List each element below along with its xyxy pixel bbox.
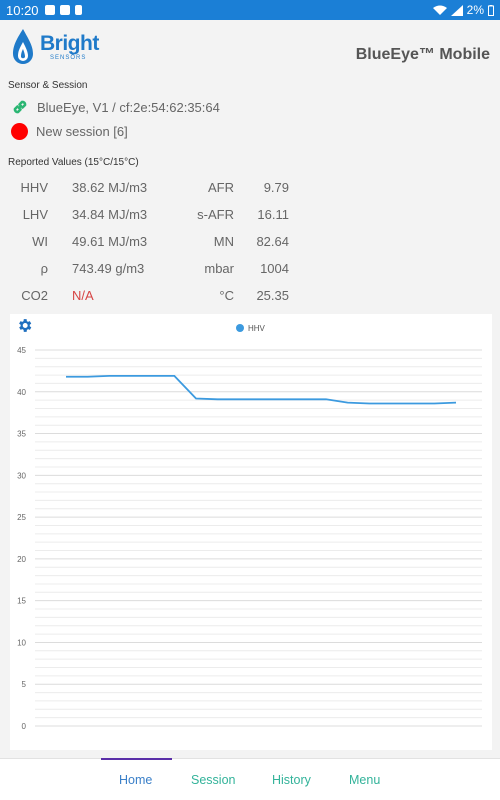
nav-menu[interactable]: Menu [349, 773, 381, 787]
hhv-chart: 0 5 10 15 20 25 30 35 40 45 HHV [10, 314, 492, 750]
status-bar: 10:20 2% [0, 0, 500, 20]
legend-marker [236, 324, 244, 332]
y-tick-label: 20 [17, 555, 26, 564]
app-title: BlueEye™ Mobile [355, 46, 490, 63]
y-tick-label: 35 [17, 430, 26, 439]
value-text: 38.62 MJ/m3 [72, 180, 148, 195]
notification-icon [44, 5, 55, 15]
record-dot-icon [11, 123, 28, 140]
y-tick-label: 40 [17, 388, 26, 397]
y-tick-label: 5 [22, 680, 27, 689]
value-label: s-AFR [197, 207, 234, 222]
value-text: 34.84 MJ/m3 [72, 207, 148, 222]
nav-home[interactable]: Home [119, 773, 153, 787]
y-tick-label: 25 [17, 513, 26, 522]
reported-values-title: Reported Values (15°C/15°C) [8, 157, 139, 168]
legend-label: HHV [248, 324, 266, 333]
y-tick-label: 10 [17, 638, 26, 647]
signal-icon [450, 4, 463, 16]
value-row: LHV 34.84 MJ/m3 s-AFR 16.11 [0, 201, 500, 228]
value-row: WI 49.61 MJ/m3 MN 82.64 [0, 228, 500, 255]
status-time: 10:20 [6, 2, 39, 18]
session-row[interactable]: New session [6] [11, 123, 128, 140]
value-text: 82.64 [256, 234, 289, 249]
wifi-icon [432, 5, 447, 15]
value-text: 9.79 [263, 180, 289, 195]
value-label: LHV [22, 207, 48, 222]
value-text: N/A [72, 288, 94, 303]
value-row: HHV 38.62 MJ/m3 AFR 9.79 [0, 174, 500, 201]
series-line-hhv [66, 375, 457, 405]
flame-drop-icon [13, 29, 33, 64]
nav-history[interactable]: History [272, 773, 311, 787]
y-tick-label: 30 [17, 471, 26, 480]
value-label: CO2 [21, 288, 48, 303]
sensor-label: BlueEye, V1 / cf:2e:54:62:35:64 [37, 99, 220, 115]
value-label: WI [32, 234, 48, 249]
value-label: °C [219, 288, 234, 303]
app-header: Bright SENSORS BlueEye™ Mobile [0, 20, 500, 78]
link-icon [13, 100, 27, 114]
logo-name: Bright [40, 32, 99, 55]
value-label: AFR [208, 180, 234, 195]
calendar-icon [59, 5, 70, 15]
person-icon [74, 5, 82, 15]
y-tick-label: 0 [22, 722, 27, 731]
value-label: mbar [204, 261, 234, 276]
y-tick-label: 45 [17, 346, 26, 355]
bright-sensors-logo: Bright SENSORS [12, 28, 99, 66]
chart-plot: 0 5 10 15 20 25 30 35 40 45 HHV [17, 324, 482, 731]
app-screen: Bright SENSORS BlueEye™ Mobile Sensor & … [0, 20, 500, 758]
logo-sub: SENSORS [50, 55, 87, 61]
bottom-nav: Home Session History Menu [0, 758, 500, 800]
value-text: 16.11 [257, 207, 289, 222]
y-tick-label: 15 [17, 597, 26, 606]
value-label: HHV [20, 180, 48, 195]
gear-icon[interactable] [16, 317, 33, 334]
battery-icon [488, 4, 494, 16]
nav-active-indicator [101, 758, 172, 760]
nav-session[interactable]: Session [191, 773, 236, 787]
value-label: MN [213, 234, 234, 249]
values-grid: HHV 38.62 MJ/m3 AFR 9.79 LHV 34.84 MJ/m3… [0, 174, 500, 309]
value-text: 743.49 g/m3 [72, 261, 145, 276]
sensor-session-title: Sensor & Session [8, 80, 88, 91]
value-text: 1004 [260, 261, 289, 276]
session-label: New session [6] [36, 124, 128, 139]
value-text: 49.61 MJ/m3 [72, 234, 148, 249]
sensor-row[interactable]: BlueEye, V1 / cf:2e:54:62:35:64 [11, 98, 220, 116]
value-text: 25.35 [256, 288, 289, 303]
value-row: ρ 743.49 g/m3 mbar 1004 [0, 255, 500, 282]
battery-percent: 2% [466, 3, 484, 17]
value-row: CO2 N/A °C 25.35 [0, 282, 500, 309]
value-label: ρ [40, 261, 48, 276]
